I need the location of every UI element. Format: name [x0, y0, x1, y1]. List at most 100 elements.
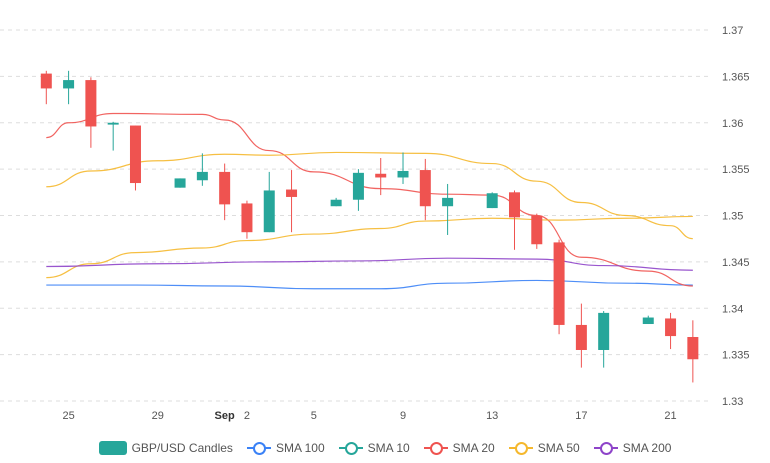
x-tick-label: 9	[400, 410, 406, 422]
candle-body	[330, 199, 342, 207]
candle	[375, 157, 387, 196]
line-circle-icon	[338, 441, 363, 455]
candle	[665, 312, 677, 350]
candle	[352, 169, 364, 211]
candle	[598, 311, 610, 368]
candle-body	[375, 173, 387, 178]
legend-item-sma-20[interactable]: SMA 20	[423, 441, 495, 455]
candles	[40, 70, 699, 383]
candle	[241, 200, 253, 239]
candle	[419, 158, 431, 221]
y-tick-label: 1.345	[722, 257, 750, 269]
candle	[129, 125, 141, 191]
candle-body	[63, 80, 75, 89]
candle	[575, 303, 587, 368]
candle	[330, 197, 342, 207]
y-tick-label: 1.335	[722, 350, 750, 362]
candle	[263, 171, 275, 233]
legend-label: GBP/USD Candles	[131, 441, 233, 455]
candle	[174, 178, 186, 188]
x-tick-label: 5	[311, 410, 317, 422]
candle-body	[642, 317, 654, 325]
legend-item-sma-100[interactable]: SMA 100	[246, 441, 325, 455]
series-line-sma-20	[46, 112, 693, 287]
chart-legend: GBP/USD Candles SMA 100 SMA 10 SMA 20 SM…	[0, 437, 770, 459]
moving-average-lines	[46, 112, 693, 290]
x-tick-label: 17	[575, 410, 587, 422]
legend-label: SMA 10	[367, 441, 410, 455]
y-tick-label: 1.365	[722, 71, 750, 83]
legend-label: SMA 100	[275, 441, 325, 455]
x-tick-label: 21	[664, 410, 676, 422]
candle	[85, 77, 97, 148]
legend-item-sma-200[interactable]: SMA 200	[593, 441, 672, 455]
candle	[553, 239, 565, 335]
candle-body	[687, 337, 699, 360]
candle-body	[575, 324, 587, 350]
x-tick-label: 2	[244, 410, 250, 422]
candle-body	[129, 125, 141, 184]
series-line-sma-100	[46, 279, 693, 290]
legend-item-candles[interactable]: GBP/USD Candles	[98, 441, 233, 455]
legend-label: SMA 20	[452, 441, 495, 455]
candle-body	[85, 80, 97, 127]
y-tick-label: 1.35	[722, 211, 743, 223]
legend-label: SMA 200	[622, 441, 672, 455]
candle-body	[241, 203, 253, 233]
candle	[196, 153, 208, 186]
candle-body	[352, 172, 364, 200]
series-line-sma-50	[46, 151, 693, 240]
candle-body	[442, 197, 454, 207]
series-line-sma-200	[46, 257, 693, 271]
candle	[642, 315, 654, 325]
candle-body	[397, 170, 409, 178]
candle-body	[174, 178, 186, 188]
y-tick-label: 1.37	[722, 25, 743, 37]
candle-body	[665, 318, 677, 337]
candlestick-chart: 1.371.3651.361.3551.351.3451.341.3351.33…	[0, 25, 750, 422]
legend-item-sma-50[interactable]: SMA 50	[508, 441, 580, 455]
candle-body	[196, 171, 208, 181]
y-tick-label: 1.33	[722, 396, 743, 408]
candle	[40, 70, 52, 105]
x-tick-label: Sep	[215, 410, 235, 422]
candle-body	[598, 312, 610, 350]
candle-body	[553, 242, 565, 325]
candle	[63, 70, 75, 105]
candle	[397, 152, 409, 184]
line-circle-icon	[246, 441, 271, 455]
y-tick-label: 1.36	[722, 118, 743, 130]
candle	[219, 163, 231, 221]
candle	[286, 170, 298, 233]
candle-body	[263, 190, 275, 233]
gridlines	[0, 29, 712, 402]
candle-body	[486, 193, 498, 209]
candle-body	[40, 73, 52, 89]
candle-body	[286, 189, 298, 197]
candle	[531, 213, 543, 249]
y-tick-label: 1.34	[722, 303, 743, 315]
y-axis-ticks: 1.37 1.365 1.36 1.355 1.35 1.345 1.34 1.335 1.33	[722, 25, 750, 408]
x-tick-label: 13	[486, 410, 498, 422]
candle-body	[419, 170, 431, 207]
candle-body	[107, 122, 119, 125]
candle	[687, 320, 699, 383]
x-axis-ticks: 25 29 Sep 2 5 9 13 17 21	[62, 410, 676, 422]
line-circle-icon	[423, 441, 448, 455]
y-tick-label: 1.355	[722, 164, 750, 176]
candle	[107, 121, 119, 151]
x-tick-label: 29	[152, 410, 164, 422]
series-line-sma-50-lower-	[46, 215, 693, 279]
x-tick-label: 25	[62, 410, 74, 422]
candle-body	[219, 171, 231, 205]
candle	[486, 192, 498, 209]
line-circle-icon	[508, 441, 533, 455]
legend-label: SMA 50	[537, 441, 580, 455]
candle-swatch-icon	[98, 441, 127, 455]
legend-item-sma-10[interactable]: SMA 10	[338, 441, 410, 455]
candle-body	[531, 215, 543, 245]
line-circle-icon	[593, 441, 618, 455]
candle	[442, 183, 454, 235]
candle	[508, 190, 520, 250]
candle-body	[508, 192, 520, 218]
